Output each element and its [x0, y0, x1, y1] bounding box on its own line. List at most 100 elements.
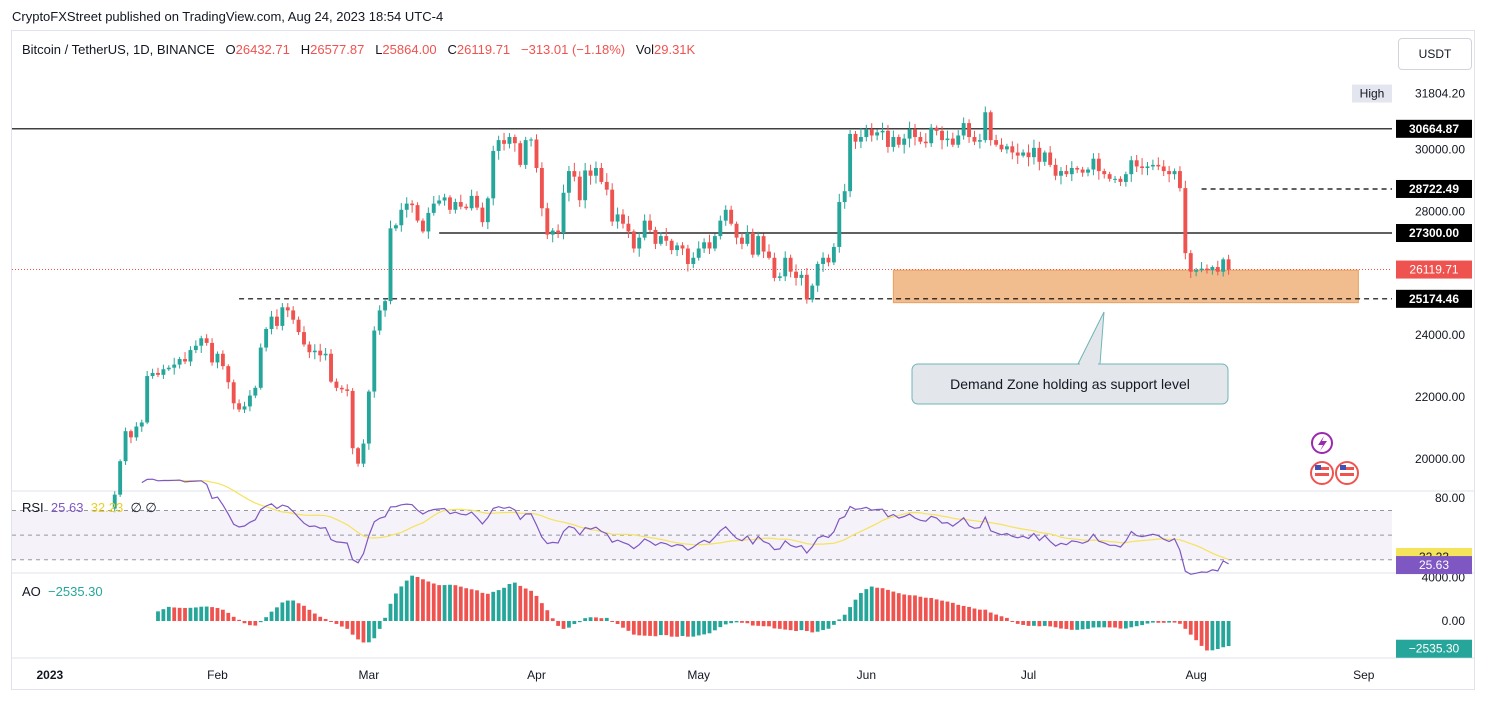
callout-box [911, 363, 1229, 405]
ao-bar [599, 618, 604, 622]
level-price-label: 30664.87 [1409, 122, 1459, 136]
candle-body [464, 206, 469, 209]
symbol-title[interactable]: Bitcoin / TetherUS, 1D, BINANCE [22, 42, 215, 57]
ao-bar [729, 621, 734, 624]
ao-bar [918, 596, 923, 622]
candle-body [604, 181, 609, 190]
candle-body [523, 140, 528, 165]
candle-body [918, 137, 923, 142]
candle-body [356, 448, 361, 464]
x-axis-label: Aug [1185, 668, 1206, 682]
candle-body [177, 359, 182, 365]
candle-body [1134, 160, 1139, 167]
candle-body [307, 344, 312, 353]
ao-bar [864, 589, 869, 622]
candle-body [139, 422, 144, 427]
ao-bar [972, 608, 977, 622]
ao-bar [642, 621, 647, 636]
ao-bar [258, 621, 263, 623]
ao-bar [1075, 621, 1080, 630]
candle-body [734, 223, 739, 238]
ao-bar [350, 621, 355, 635]
candle-body [1188, 253, 1193, 272]
candle-body [1015, 152, 1020, 156]
candle-body [696, 248, 701, 258]
candle-body [199, 338, 204, 346]
candle-body [685, 248, 690, 264]
candle-body [188, 350, 193, 362]
ao-bar [740, 621, 744, 623]
candle-body [431, 203, 436, 213]
ao-bar [426, 581, 431, 622]
ao-bar [518, 585, 523, 622]
candle-body [756, 236, 761, 255]
ao-bar [1134, 621, 1139, 627]
ao-bar [253, 621, 258, 626]
ao-bar [334, 621, 339, 624]
ao-bar [166, 606, 171, 622]
open-value: 26432.71 [235, 42, 290, 57]
flag-stripe [1315, 473, 1329, 476]
candle-body [880, 130, 885, 133]
ao-legend: AO −2535.30 [22, 584, 103, 599]
candle-body [296, 319, 301, 333]
ao-bar [1091, 621, 1096, 628]
ao-bar [339, 621, 344, 627]
candle-body [588, 170, 593, 176]
candle-body [945, 138, 950, 141]
candle-body [480, 207, 485, 223]
candle-body [729, 209, 734, 224]
price-axis-tick: 28000.00 [1415, 204, 1465, 218]
candle-body [1205, 268, 1209, 271]
candle-body [658, 236, 663, 244]
price-axis-tick: 22000.00 [1415, 390, 1465, 404]
candle-body [772, 257, 777, 278]
candle-body [264, 328, 269, 348]
candle-body [1080, 169, 1085, 173]
high-value: 26577.87 [310, 42, 365, 57]
ao-bar [318, 616, 323, 622]
candle-body [204, 338, 209, 343]
candle-body [940, 130, 944, 141]
currency-button[interactable]: USDT [1398, 38, 1472, 70]
candle-body [118, 461, 123, 495]
candle-body [372, 330, 377, 392]
candle-body [1075, 167, 1080, 170]
close-label: C [447, 42, 457, 57]
ao-bar [491, 591, 496, 622]
candle-body [345, 389, 350, 391]
candle-body [383, 301, 388, 311]
ao-bar [1226, 621, 1231, 647]
candle-body [410, 203, 415, 206]
candle-body [864, 129, 869, 138]
volume-value: 29.31K [654, 42, 696, 57]
candle-body [950, 138, 955, 145]
candle-body [485, 198, 490, 223]
candle-body [491, 150, 496, 199]
candle-body [907, 129, 912, 139]
candle-body [869, 129, 874, 136]
ao-bar [302, 605, 306, 622]
callout-text: Demand Zone holding as support level [950, 376, 1190, 392]
ao-bar [902, 594, 907, 622]
ao-bar [1178, 621, 1182, 624]
candle-body [1150, 164, 1155, 167]
ao-bar [940, 600, 944, 622]
ao-bar [1194, 621, 1199, 641]
candle-body [312, 350, 317, 353]
candle-body [475, 195, 479, 208]
candle-body [166, 367, 171, 370]
ao-bar [1188, 621, 1193, 635]
candle-body [258, 347, 263, 388]
ao-bar [1015, 621, 1020, 624]
candle-body [399, 209, 404, 226]
rsi-value-label: 25.63 [1419, 558, 1449, 572]
ao-bar [1140, 621, 1144, 626]
rsi-extra: ∅ ∅ [130, 500, 157, 515]
candle-body [615, 214, 620, 222]
candle-body [134, 426, 139, 438]
ao-axis-tick: 0.00 [1442, 614, 1466, 628]
candle-body [1118, 178, 1123, 182]
ao-bar [637, 621, 642, 636]
